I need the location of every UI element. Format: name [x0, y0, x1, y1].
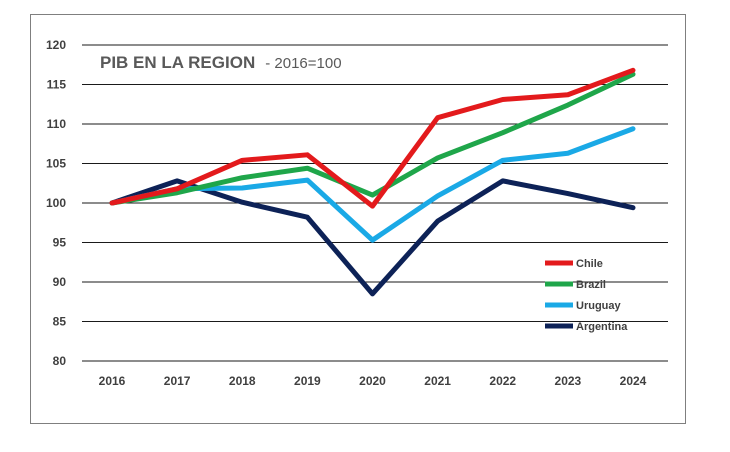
- x-tick-label: 2021: [424, 374, 451, 388]
- series-line-chile: [109, 67, 636, 209]
- y-tick-label: 110: [47, 117, 67, 131]
- x-tick-label: 2019: [294, 374, 321, 388]
- y-tick-label: 85: [53, 315, 67, 329]
- x-tick-label: 2020: [359, 374, 386, 388]
- x-tick-label: 2017: [164, 374, 191, 388]
- legend-label-chile: Chile: [576, 258, 603, 270]
- grid-layer: [82, 44, 668, 362]
- chart-title: PIB EN LA REGION: [100, 53, 255, 72]
- y-tick-label: 80: [53, 354, 67, 368]
- y-tick-label: 120: [46, 38, 66, 52]
- x-tick-label: 2016: [99, 374, 126, 388]
- legend-label-argentina: Argentina: [576, 321, 628, 333]
- lines-layer: [109, 67, 636, 297]
- y-tick-label: 95: [53, 236, 67, 250]
- chart-frame: [30, 14, 686, 424]
- series-line-brazil: [109, 71, 636, 206]
- x-tick-label: 2024: [620, 374, 647, 388]
- legend-label-uruguay: Uruguay: [576, 300, 622, 312]
- chart-subtitle: - 2016=100: [265, 55, 341, 72]
- svg-text:PIB EN LA REGION - 2016=: PIB EN LA REGION - 2016=100: [100, 53, 342, 72]
- y-axis-ticks: 80 85 90 95 100 105 110 115 120: [46, 38, 66, 368]
- x-tick-label: 2018: [229, 374, 256, 388]
- x-tick-label: 2022: [489, 374, 516, 388]
- x-tick-label: 2023: [555, 374, 582, 388]
- x-axis-ticks: 2016 2017 2018 2019 2020 2021 2022 2023 2024: [99, 374, 647, 388]
- y-tick-label: 90: [53, 275, 67, 289]
- legend: Chile Brazil Uruguay Argentina: [545, 258, 628, 333]
- y-tick-label: 100: [46, 196, 66, 210]
- legend-label-brazil: Brazil: [576, 279, 606, 291]
- y-tick-label: 105: [46, 157, 66, 171]
- chart-title-group: PIB EN LA REGION - 2016=100: [100, 53, 342, 72]
- y-tick-label: 115: [47, 78, 67, 92]
